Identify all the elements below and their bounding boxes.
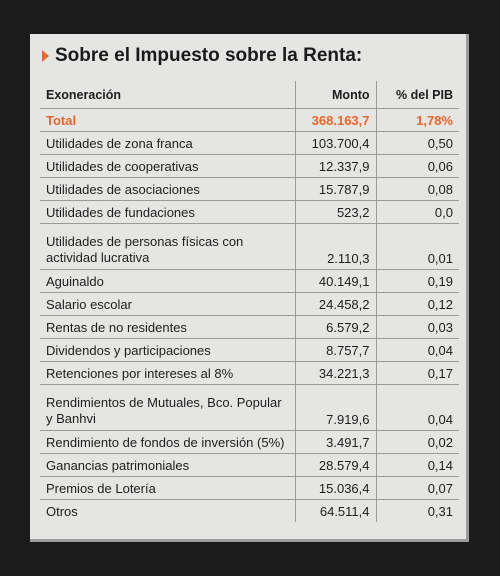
cell-amount: 15.036,4 (294, 476, 376, 500)
cell-amount: 7.919,6 (294, 384, 376, 431)
table-row: Utilidades de personas físicas con activ… (40, 223, 459, 270)
cell-label: Rendimiento de fondos de inversión (5%) (40, 430, 295, 454)
cell-pct: 0,04 (375, 384, 459, 431)
table-row: Utilidades de fundaciones 523,2 0,0 (40, 200, 459, 224)
table-row: Rentas de no residentes 6.579,2 0,03 (40, 315, 459, 339)
cell-pct: 0,01 (375, 223, 459, 270)
cell-amount: 2.110,3 (294, 223, 376, 270)
cell-label: Utilidades de zona franca (40, 131, 295, 155)
cell-label: Utilidades de personas físicas con activ… (40, 223, 295, 270)
table-row: Utilidades de cooperativas 12.337,9 0,06 (40, 154, 459, 178)
cell-label: Rentas de no residentes (40, 315, 295, 339)
triangle-right-icon (42, 50, 49, 62)
cell-pct: 0,06 (375, 154, 459, 178)
cell-amount: 3.491,7 (294, 430, 376, 454)
cell-amount: 368.163,7 (294, 108, 376, 132)
panel-title-text: Sobre el Impuesto sobre la Renta: (55, 45, 363, 66)
table-row: Otros 64.511,4 0,31 (40, 499, 459, 522)
table-row: Utilidades de asociaciones 15.787,9 0,08 (40, 177, 459, 201)
cell-label: Retenciones por intereses al 8% (40, 361, 295, 385)
table-row: Ganancias patrimoniales 28.579,4 0,14 (40, 453, 459, 477)
table-row: Salario escolar 24.458,2 0,12 (40, 292, 459, 316)
cell-pct: 0,17 (375, 361, 459, 385)
cell-label: Salario escolar (40, 292, 295, 316)
table-row: Dividendos y participaciones 8.757,7 0,0… (40, 338, 459, 362)
cell-pct: 0,12 (375, 292, 459, 316)
cell-label: Rendimientos de Mutuales, Bco. Popular y… (40, 384, 295, 431)
cell-amount: 523,2 (294, 200, 376, 224)
cell-pct: 0,0 (375, 200, 459, 224)
table-row: Premios de Lotería 15.036,4 0,07 (40, 476, 459, 500)
cell-pct: 0,31 (375, 499, 459, 522)
cell-pct: 0,19 (375, 269, 459, 293)
cell-amount: 6.579,2 (294, 315, 376, 339)
column-header-pct: % del PIB (375, 81, 459, 109)
column-header-label: Exoneración (40, 81, 295, 109)
table-row: Aguinaldo 40.149,1 0,19 (40, 269, 459, 293)
cell-amount: 103.700,4 (294, 131, 376, 155)
cell-amount: 34.221,3 (294, 361, 376, 385)
cell-pct: 0,50 (375, 131, 459, 155)
cell-pct: 0,02 (375, 430, 459, 454)
cell-label: Dividendos y participaciones (40, 338, 295, 362)
table-row: Utilidades de zona franca 103.700,4 0,50 (40, 131, 459, 155)
table-panel: Sobre el Impuesto sobre la Renta: Exoner… (30, 34, 469, 542)
cell-pct: 0,14 (375, 453, 459, 477)
cell-label: Otros (40, 499, 295, 522)
panel-title: Sobre el Impuesto sobre la Renta: (42, 45, 362, 67)
cell-label: Utilidades de asociaciones (40, 177, 295, 201)
cell-pct: 0,07 (375, 476, 459, 500)
cell-pct: 0,04 (375, 338, 459, 362)
cell-label: Premios de Lotería (40, 476, 295, 500)
column-header-amount: Monto (294, 81, 376, 109)
table-row-total: Total 368.163,7 1,78% (40, 108, 459, 132)
cell-amount: 24.458,2 (294, 292, 376, 316)
cell-label: Aguinaldo (40, 269, 295, 293)
table-row: Rendimientos de Mutuales, Bco. Popular y… (40, 384, 459, 431)
cell-label: Utilidades de cooperativas (40, 154, 295, 178)
cell-amount: 40.149,1 (294, 269, 376, 293)
cell-amount: 8.757,7 (294, 338, 376, 362)
cell-amount: 28.579,4 (294, 453, 376, 477)
table-row: Rendimiento de fondos de inversión (5%) … (40, 430, 459, 454)
cell-label: Total (40, 108, 295, 132)
exemptions-table: Exoneración Monto % del PIB Total 368.16… (40, 81, 459, 522)
cell-pct: 0,03 (375, 315, 459, 339)
cell-label: Ganancias patrimoniales (40, 453, 295, 477)
cell-pct: 1,78% (375, 108, 459, 132)
cell-amount: 15.787,9 (294, 177, 376, 201)
cell-pct: 0,08 (375, 177, 459, 201)
cell-amount: 64.511,4 (294, 499, 376, 522)
cell-amount: 12.337,9 (294, 154, 376, 178)
table-row: Retenciones por intereses al 8% 34.221,3… (40, 361, 459, 385)
table-header-row: Exoneración Monto % del PIB (40, 81, 459, 109)
cell-label: Utilidades de fundaciones (40, 200, 295, 224)
